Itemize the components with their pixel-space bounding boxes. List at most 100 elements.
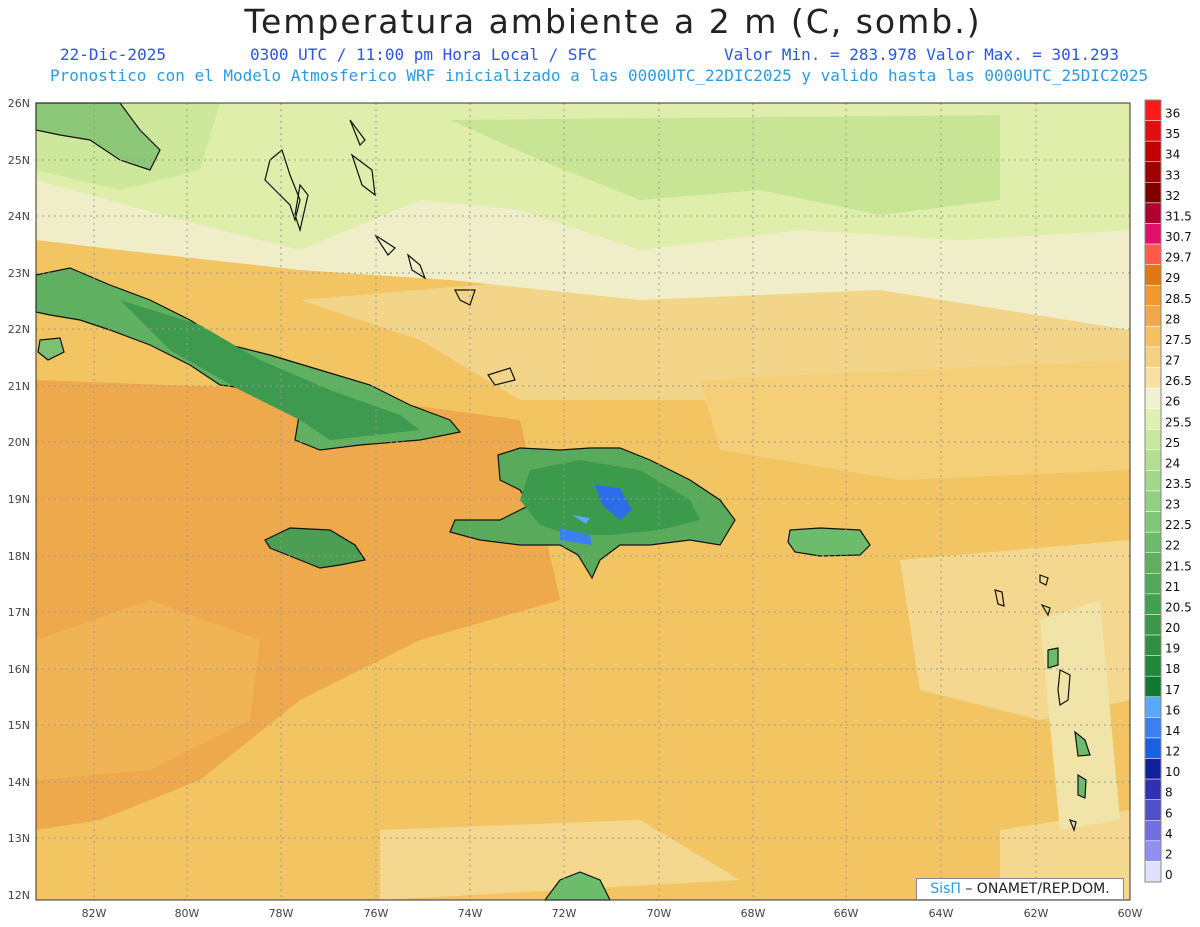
colorbar-swatch (1144, 861, 1162, 883)
lon-label: 64W (929, 907, 954, 920)
colorbar-swatch (1144, 161, 1162, 183)
colorbar-label: 36 (1165, 107, 1180, 121)
lon-label: 60W (1118, 907, 1143, 920)
colorbar-swatch (1144, 223, 1162, 245)
graticule (36, 103, 1130, 900)
colorbar-label: 21.5 (1165, 559, 1192, 573)
lat-label: 25N (8, 154, 30, 167)
latitude-labels: 26N 25N 24N 23N 22N 21N 20N 19N 18N 17N … (8, 97, 30, 902)
colorbar-swatch (1144, 490, 1162, 512)
lon-label: 70W (647, 907, 672, 920)
colorbar-swatch (1144, 573, 1162, 595)
lon-label: 68W (741, 907, 766, 920)
lat-label: 16N (8, 663, 30, 676)
lon-label: 66W (834, 907, 859, 920)
colorbar-swatch (1144, 367, 1162, 389)
colorbar-label: 18 (1165, 662, 1180, 676)
colorbar-swatch (1144, 264, 1162, 286)
colorbar-swatch (1144, 614, 1162, 636)
colorbar-swatch (1144, 387, 1162, 409)
colorbar-label: 12 (1165, 745, 1180, 759)
colorbar-label: 25.5 (1165, 415, 1192, 429)
colorbar-swatch (1144, 840, 1162, 862)
colorbar-swatch (1144, 326, 1162, 348)
lon-label: 74W (458, 907, 483, 920)
colorbar-swatch (1144, 120, 1162, 142)
lat-label: 17N (8, 606, 30, 619)
colorbar-swatch (1144, 552, 1162, 574)
model-label: Pronostico con el Modelo Atmosferico WRF… (50, 66, 1149, 85)
colorbar-swatch (1144, 799, 1162, 821)
land-masses (35, 102, 1091, 901)
lat-label: 12N (8, 889, 30, 902)
sispi-logo: SisΠ (930, 881, 961, 897)
colorbar-swatch (1144, 140, 1162, 162)
colorbar-label: 0 (1165, 868, 1173, 882)
colorbar-label: 20.5 (1165, 600, 1192, 614)
colorbar-label: 27 (1165, 354, 1180, 368)
lon-label: 76W (364, 907, 389, 920)
colorbar-label: 10 (1165, 765, 1180, 779)
colorbar-swatch (1144, 408, 1162, 430)
map-frame (35, 102, 1131, 901)
colorbar-swatch (1144, 778, 1162, 800)
colorbar-swatch (1144, 182, 1162, 204)
colorbar-swatch (1144, 696, 1162, 718)
colorbar-label: 30.7 (1165, 230, 1192, 244)
colorbar-label: 28 (1165, 312, 1180, 326)
colorbar-label: 4 (1165, 827, 1173, 841)
colorbar-label: 29 (1165, 271, 1180, 285)
colorbar-label: 6 (1165, 806, 1173, 820)
colorbar-label: 27.5 (1165, 333, 1192, 347)
colorbar: 363534333231.530.729.72928.52827.52726.5… (1144, 99, 1192, 883)
colorbar-swatch (1144, 717, 1162, 739)
colorbar-frame (1144, 99, 1162, 883)
lon-label: 62W (1024, 907, 1049, 920)
colorbar-label: 19 (1165, 642, 1180, 656)
colorbar-swatch (1144, 449, 1162, 471)
colorbar-label: 33 (1165, 168, 1180, 182)
credit-box: SisΠ – ONAMET/REP.DOM. (916, 878, 1124, 900)
date-label: 22-Dic-2025 (60, 45, 166, 64)
colorbar-label: 23.5 (1165, 477, 1192, 491)
colorbar-swatch (1144, 675, 1162, 698)
colorbar-swatch (1144, 593, 1162, 615)
colorbar-label: 24 (1165, 456, 1180, 470)
colorbar-swatch (1144, 531, 1162, 553)
lon-label: 82W (82, 907, 107, 920)
lon-label: 72W (552, 907, 577, 920)
min-max-label: Valor Min. = 283.978 Valor Max. = 301.29… (724, 45, 1119, 64)
colorbar-label: 16 (1165, 703, 1180, 717)
colorbar-label: 35 (1165, 127, 1180, 141)
lon-label: 80W (175, 907, 200, 920)
colorbar-label: 34 (1165, 148, 1180, 162)
longitude-labels: 82W 80W 78W 76W 74W 72W 70W 68W 66W 64W … (82, 907, 1143, 920)
colorbar-label: 21 (1165, 580, 1180, 594)
colorbar-swatch (1144, 634, 1162, 656)
colorbar-swatch (1144, 655, 1162, 677)
colorbar-label: 22.5 (1165, 518, 1192, 532)
colorbar-swatch (1144, 511, 1162, 533)
lat-label: 24N (8, 210, 30, 223)
colorbar-label: 14 (1165, 724, 1180, 738)
map-title: Temperatura ambiente a 2 m (C, somb.) (244, 2, 982, 41)
colorbar-label: 8 (1165, 786, 1173, 800)
credit-org: – ONAMET/REP.DOM. (965, 881, 1110, 897)
time-label: 0300 UTC / 11:00 pm Hora Local / SFC (250, 45, 597, 64)
colorbar-swatch (1144, 305, 1162, 327)
colorbar-label: 2 (1165, 847, 1173, 861)
colorbar-label: 22 (1165, 539, 1180, 553)
colorbar-label: 26.5 (1165, 374, 1192, 388)
colorbar-swatch (1144, 284, 1162, 307)
colorbar-swatch (1144, 202, 1162, 224)
lat-label: 18N (8, 550, 30, 563)
lat-label: 14N (8, 776, 30, 789)
colorbar-label: 20 (1165, 621, 1180, 635)
lat-label: 15N (8, 719, 30, 732)
colorbar-label: 31.5 (1165, 209, 1192, 223)
colorbar-label: 17 (1165, 683, 1180, 697)
lat-label: 13N (8, 832, 30, 845)
colorbar-swatch (1144, 470, 1162, 492)
colorbar-label: 25 (1165, 436, 1180, 450)
